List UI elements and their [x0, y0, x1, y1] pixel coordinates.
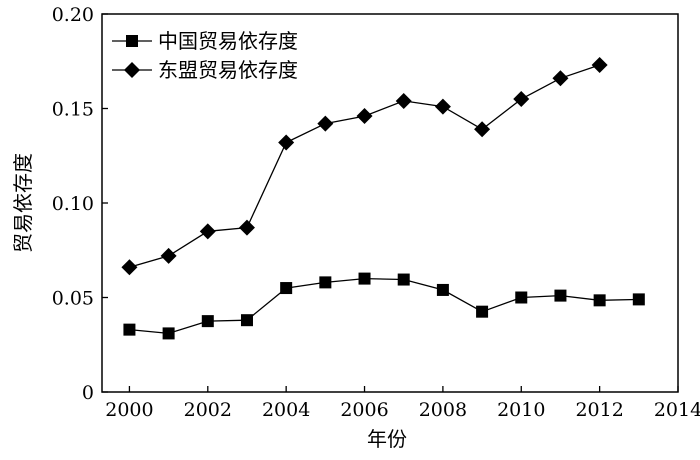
data-point-diamond	[434, 98, 451, 115]
x-axis-title: 年份	[367, 427, 407, 451]
data-point-square	[515, 291, 528, 304]
data-point-square	[593, 294, 606, 307]
data-point-diamond	[474, 121, 491, 138]
data-point-square	[436, 283, 449, 296]
y-tick-label: 0.15	[52, 99, 94, 121]
data-point-square	[123, 323, 136, 336]
x-tick-label: 2006	[340, 399, 388, 421]
series-china	[123, 272, 645, 340]
data-point-square	[554, 289, 567, 302]
data-point-diamond	[121, 259, 138, 276]
ticks-layer: 2000 2002 2004 2006 2008 2010 2012 2014 0 0.05 0.1…	[52, 4, 700, 421]
legend-marker-square	[126, 35, 138, 47]
y-tick-label: 0.20	[52, 4, 94, 26]
y-tick-label: 0	[82, 382, 94, 404]
series-layer	[121, 57, 645, 340]
data-point-diamond	[552, 70, 569, 87]
x-tick-label: 2014	[654, 399, 700, 421]
x-tick-label: 2012	[575, 399, 623, 421]
data-point-square	[280, 282, 293, 295]
y-axis-title: 贸易依存度	[11, 153, 35, 253]
data-point-square	[358, 272, 371, 285]
x-tick-label: 2008	[419, 399, 467, 421]
data-point-square	[240, 314, 253, 327]
x-tick-label: 2010	[497, 399, 545, 421]
data-point-square	[162, 327, 175, 340]
series-asean	[121, 57, 608, 276]
data-point-diamond	[317, 115, 334, 132]
data-point-square	[632, 293, 645, 306]
x-tick-label: 2002	[184, 399, 232, 421]
legend-label-asean: 东盟贸易依存度	[158, 58, 298, 82]
legend-label-china: 中国贸易依存度	[158, 29, 298, 53]
data-point-diamond	[278, 134, 295, 151]
data-point-square	[397, 273, 410, 286]
y-tick-label: 0.10	[52, 193, 94, 215]
data-point-diamond	[160, 247, 177, 264]
legend-item-asean: 东盟贸易依存度	[112, 58, 298, 82]
data-point-square	[476, 305, 489, 318]
series-line	[129, 277, 639, 335]
data-point-square	[201, 315, 214, 328]
data-point-diamond	[513, 91, 530, 108]
data-point-diamond	[591, 57, 608, 74]
data-point-square	[319, 276, 332, 289]
x-tick-label: 2000	[105, 399, 153, 421]
x-tick-label: 2004	[262, 399, 310, 421]
series-line	[129, 64, 600, 268]
legend-marker-diamond	[124, 62, 140, 78]
data-point-diamond	[395, 92, 412, 109]
plot-frame	[101, 13, 679, 393]
data-point-diamond	[238, 219, 255, 236]
y-tick-label: 0.05	[52, 288, 94, 310]
legend-item-china: 中国贸易依存度	[112, 29, 298, 53]
legend: 中国贸易依存度 东盟贸易依存度	[112, 29, 298, 82]
data-point-diamond	[356, 108, 373, 125]
data-point-diamond	[199, 223, 216, 240]
